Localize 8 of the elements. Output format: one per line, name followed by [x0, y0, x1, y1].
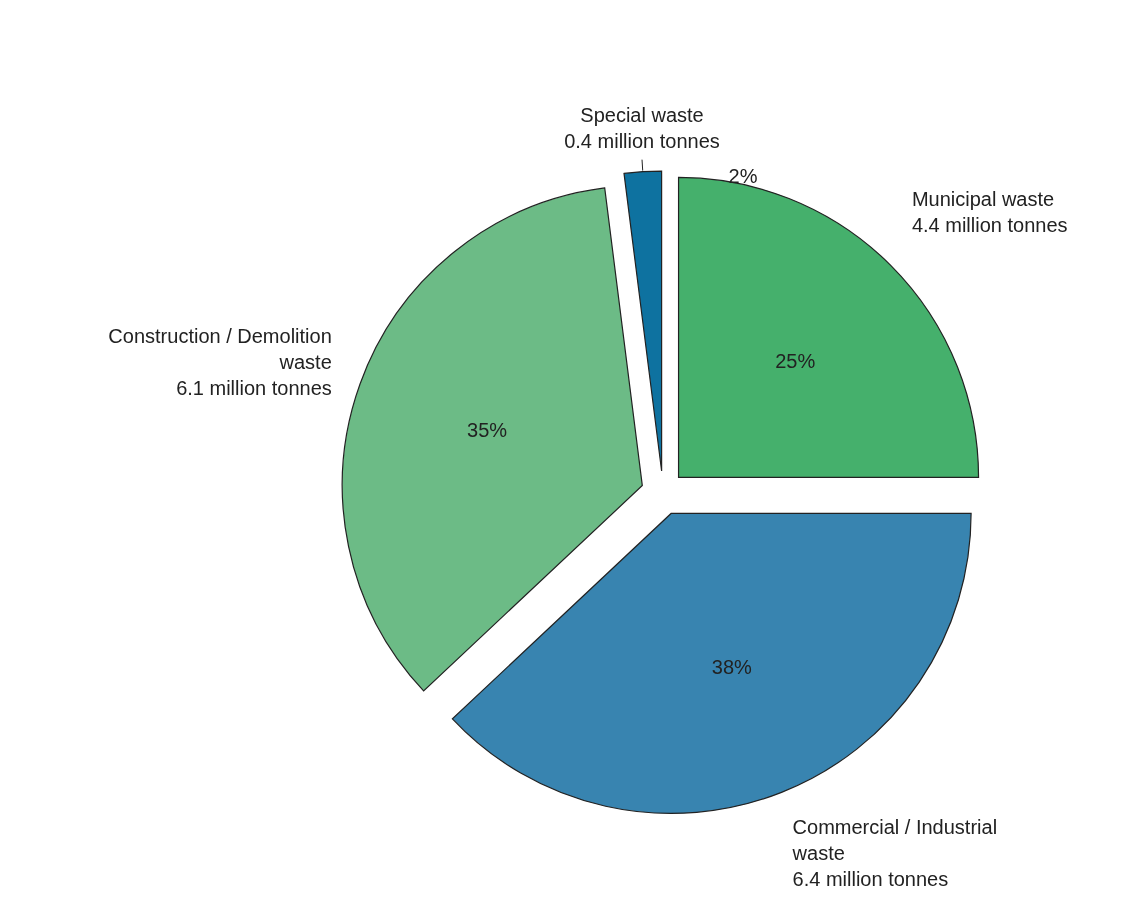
slice-label: Construction / Demolition waste 6.1 million tonnes	[108, 324, 332, 399]
data-label: 2%	[728, 164, 758, 187]
data-label: 38%	[711, 655, 753, 678]
slice-label: Municipal waste 4.4 million tonnes	[911, 188, 1068, 237]
data-label: 25%	[775, 349, 816, 372]
slice-label: Special waste 0.4 million tonnes	[564, 103, 720, 152]
slice-label: Commercial / Industrial waste 6.4 million tonnes	[791, 816, 998, 891]
data-label: 35%	[467, 418, 508, 441]
